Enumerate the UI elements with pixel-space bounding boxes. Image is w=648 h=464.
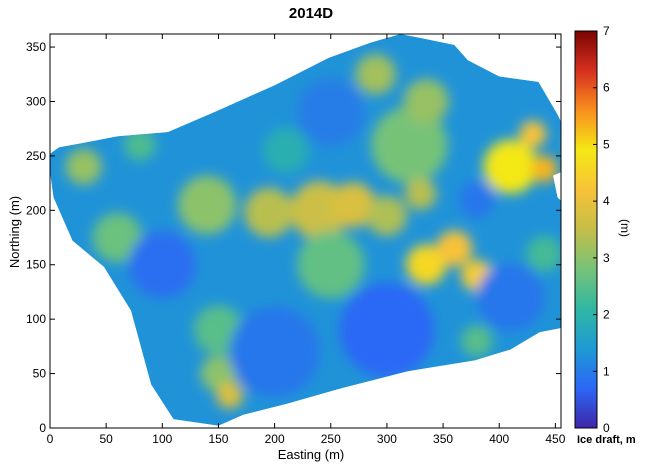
- colorbar-tick-label: 0: [603, 421, 610, 435]
- field-blob: [339, 282, 435, 378]
- x-tick-label: 50: [99, 432, 113, 446]
- y-axis-label: Northing (m): [7, 196, 22, 268]
- field-blob: [229, 306, 320, 397]
- x-tick-label: 300: [377, 432, 397, 446]
- field-blob: [436, 230, 473, 267]
- colorbar-tick-label: 5: [603, 137, 610, 151]
- x-axis-label: Easting (m): [278, 447, 344, 462]
- x-tick-label: 450: [545, 432, 565, 446]
- field-blob: [530, 155, 558, 183]
- field-blob: [244, 187, 294, 238]
- y-axis-ticks: 0 50 100 150 200 250 300 350: [26, 40, 561, 435]
- colorbar: 0 1 2 3 4 5 6 7 (m) Ice draft, m: [574, 24, 636, 446]
- field-blob: [461, 325, 493, 357]
- field-blob: [65, 148, 102, 185]
- field-blobs: [65, 54, 561, 409]
- colorbar-tick-label: 7: [603, 24, 610, 38]
- field-blob: [526, 235, 561, 272]
- ice-draft-field: [50, 34, 561, 426]
- field-blob: [263, 128, 309, 173]
- field-blob: [92, 212, 143, 263]
- field-blob: [330, 182, 376, 228]
- x-tick-label: 0: [47, 432, 54, 446]
- colorbar-note: Ice draft, m: [577, 434, 636, 446]
- colorbar-tick-label: 4: [603, 194, 610, 208]
- field-blob: [458, 181, 495, 218]
- x-tick-label: 100: [152, 432, 172, 446]
- field-blob: [483, 139, 538, 194]
- y-tick-label: 50: [33, 367, 47, 381]
- field-blob: [406, 244, 447, 285]
- y-tick-label: 100: [26, 312, 46, 326]
- x-tick-label: 250: [321, 432, 341, 446]
- colorbar-tick-label: 2: [603, 308, 610, 322]
- colorbar-gradient: [574, 30, 598, 429]
- field-blob: [297, 78, 365, 147]
- field-blob: [178, 175, 237, 235]
- field-blob: [216, 381, 244, 409]
- y-tick-label: 300: [26, 94, 46, 108]
- field-blob: [124, 129, 156, 161]
- x-tick-label: 200: [265, 432, 285, 446]
- y-tick-label: 200: [26, 203, 46, 217]
- x-tick-label: 400: [489, 432, 509, 446]
- field-blob: [355, 54, 396, 95]
- y-tick-label: 150: [26, 258, 46, 272]
- colorbar-unit-label: (m): [618, 219, 632, 237]
- colorbar-tick-label: 1: [603, 364, 610, 378]
- x-tick-label: 350: [433, 432, 453, 446]
- x-axis-ticks: 0 50 100 150 200 250 300 350 400 450: [47, 34, 566, 446]
- colorbar-tick-label: 3: [603, 251, 610, 265]
- y-tick-label: 250: [26, 149, 46, 163]
- field-blob: [128, 231, 196, 299]
- plot-frame: [49, 33, 562, 429]
- field-blob: [371, 106, 448, 184]
- field-blob: [476, 263, 545, 332]
- colorbar-ticks: 0 1 2 3 4 5 6 7: [593, 24, 610, 435]
- field-blob: [519, 120, 547, 148]
- field-blob: [403, 79, 449, 124]
- colorbar-tick-label: 6: [603, 81, 610, 95]
- field-blob: [297, 231, 365, 299]
- field-blob: [366, 195, 408, 236]
- field-blob: [404, 178, 437, 210]
- y-tick-label: 0: [39, 421, 46, 435]
- chart-title: 2014D: [289, 5, 333, 22]
- plot-area: 0 50 100 150 200 250 300 350 400 450 0 50 100 150 200…: [26, 33, 566, 446]
- y-tick-label: 350: [26, 40, 46, 54]
- x-tick-label: 150: [208, 432, 228, 446]
